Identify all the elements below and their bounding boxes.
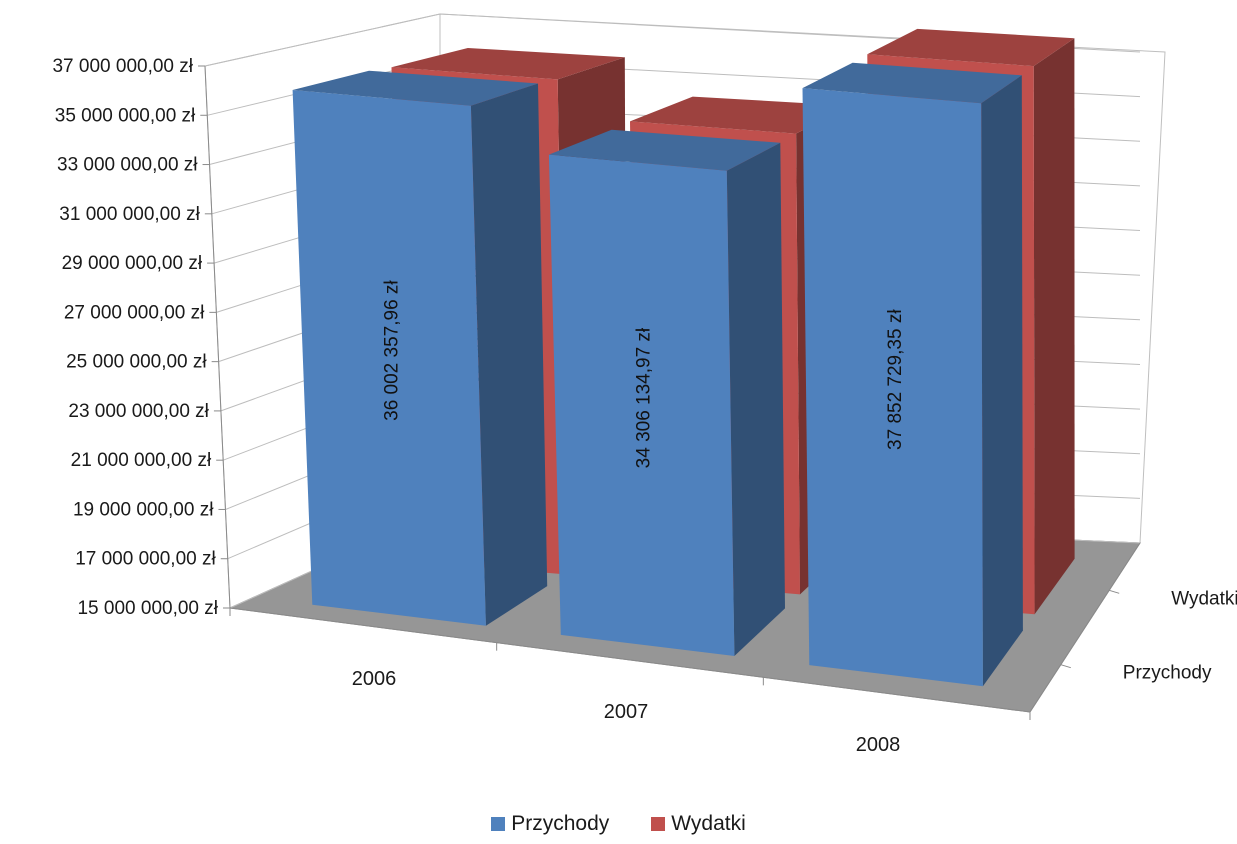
y-tick-label: 21 000 000,00 zł bbox=[71, 450, 212, 471]
bar-side-przychody-2006 bbox=[470, 83, 548, 626]
y-tick-label: 25 000 000,00 zł bbox=[66, 352, 207, 373]
x-tick-label: 2006 bbox=[352, 668, 397, 690]
bar-przychody-2008 bbox=[802, 88, 983, 687]
bar-top-wydatki-2008 bbox=[867, 28, 1075, 67]
x-axis-line bbox=[229, 607, 1031, 713]
bar-top-przychody-2007 bbox=[548, 129, 781, 171]
bar-top-przychody-2006 bbox=[292, 70, 538, 106]
bar-top-przychody-2008 bbox=[802, 62, 1022, 104]
y-tick-label: 37 000 000,00 zł bbox=[52, 56, 193, 77]
legend-item-wydatki[interactable]: Wydatki bbox=[651, 812, 746, 836]
y-tick-label: 29 000 000,00 zł bbox=[62, 253, 203, 274]
bar-side-przychody-2008 bbox=[981, 75, 1023, 687]
depth-tick-mark bbox=[1060, 664, 1071, 669]
data-label-przychody-2006: 36 002 357,96 zł bbox=[381, 280, 402, 421]
depth-tick-mark bbox=[1109, 589, 1120, 594]
y-tick-label: 15 000 000,00 zł bbox=[77, 598, 218, 619]
chart-legend: Przychody Wydatki bbox=[0, 812, 1237, 836]
legend-swatch-wydatki bbox=[651, 817, 666, 831]
x-tick-label: 2008 bbox=[856, 734, 901, 756]
data-label-przychody-2008: 37 852 729,35 zł bbox=[885, 309, 906, 450]
depth-tick-label: Przychody bbox=[1123, 663, 1212, 684]
legend-label-wydatki: Wydatki bbox=[671, 812, 746, 835]
y-tick-label: 27 000 000,00 zł bbox=[64, 302, 205, 323]
y-tick-label: 33 000 000,00 zł bbox=[57, 155, 198, 176]
y-tick-label: 19 000 000,00 zł bbox=[73, 499, 214, 520]
bar-przychody-2007 bbox=[548, 154, 735, 656]
bar-top-wydatki-2007 bbox=[630, 96, 850, 134]
depth-tick-label: Wydatki bbox=[1171, 588, 1237, 609]
legend-swatch-przychody bbox=[491, 817, 506, 831]
y-tick-label: 23 000 000,00 zł bbox=[68, 401, 209, 422]
y-tick-label: 35 000 000,00 zł bbox=[55, 105, 196, 126]
legend-label-przychody: Przychody bbox=[511, 812, 610, 835]
bar-side-przychody-2007 bbox=[726, 142, 785, 657]
y-tick-label: 31 000 000,00 zł bbox=[59, 204, 200, 225]
bar-side-wydatki-2008 bbox=[1033, 38, 1075, 615]
depth-axis-line bbox=[1029, 542, 1141, 713]
bar-przychody-2006 bbox=[292, 90, 486, 626]
x-tick-label: 2007 bbox=[604, 701, 649, 723]
bar-top-wydatki-2006 bbox=[391, 48, 625, 80]
data-label-przychody-2007: 34 306 134,97 zł bbox=[634, 327, 655, 468]
y-tick-label: 17 000 000,00 zł bbox=[75, 549, 216, 570]
chart-3d-column: 15 000 000,00 zł 17 000 000,00 zł 19 000 0… bbox=[52, 13, 1237, 756]
legend-item-przychody[interactable]: Przychody bbox=[491, 812, 609, 836]
y-axis-line bbox=[204, 65, 231, 609]
